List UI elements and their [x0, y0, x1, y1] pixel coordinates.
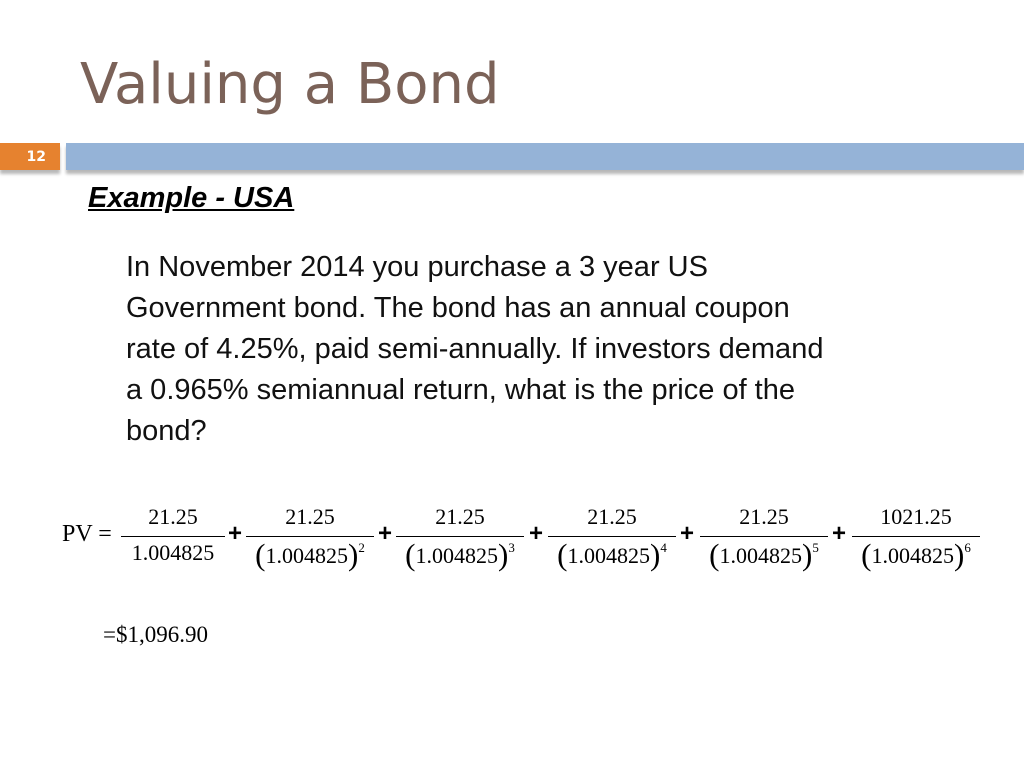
fraction-numerator: 21.25 — [148, 504, 198, 529]
slide-number-badge: 12 — [0, 143, 60, 170]
open-paren: ( — [557, 537, 568, 572]
plus-sign: + — [529, 520, 544, 547]
fraction-term-3: 21.25 (1.004825)3 — [396, 500, 524, 580]
fraction-denominator: (1.004825)3 — [396, 537, 524, 572]
slide-title: Valuing a Bond — [80, 52, 500, 117]
fraction-numerator: 21.25 — [587, 504, 637, 529]
close-paren: ) — [498, 537, 509, 572]
example-heading: Example - USA — [88, 182, 295, 214]
fraction-bar — [852, 536, 980, 537]
open-paren: ( — [405, 537, 416, 572]
open-paren: ( — [709, 537, 720, 572]
plus-sign: + — [680, 520, 695, 547]
pv-label: PV = — [62, 521, 112, 547]
fraction-denominator: (1.004825)2 — [246, 537, 374, 572]
fraction-term-4: 21.25 (1.004825)4 — [548, 500, 676, 580]
fraction-bar — [396, 536, 524, 537]
plus-sign: + — [832, 520, 847, 547]
problem-line: bond? — [126, 415, 207, 447]
slide-number: 12 — [26, 148, 46, 165]
fraction-numerator: 21.25 — [435, 504, 485, 529]
close-paren: ) — [348, 537, 359, 572]
fraction-bar — [121, 536, 225, 537]
plus-sign: + — [228, 520, 243, 547]
close-paren: ) — [802, 537, 813, 572]
fraction-bar — [246, 536, 374, 537]
denominator-base: 1.004825 — [415, 543, 499, 568]
exponent: 5 — [812, 540, 819, 555]
fraction-numerator: 21.25 — [285, 504, 335, 529]
fraction-numerator: 1021.25 — [880, 504, 952, 529]
plus-sign: + — [378, 520, 393, 547]
fraction-denominator: 1.004825 — [121, 540, 225, 566]
fraction-term-1: 21.25 1.004825 — [121, 500, 225, 580]
fraction-term-5: 21.25 (1.004825)5 — [700, 500, 828, 580]
problem-line: a 0.965% semiannual return, what is the … — [126, 374, 795, 406]
problem-line: In November 2014 you purchase a 3 year U… — [126, 251, 708, 283]
close-paren: ) — [650, 537, 661, 572]
pv-equation: PV = 21.25 1.004825 + 21.25 (1.004825)2 … — [60, 500, 1020, 580]
denominator-base: 1.004825 — [719, 543, 803, 568]
fraction-term-6: 1021.25 (1.004825)6 — [852, 500, 980, 580]
problem-line: Government bond. The bond has an annual … — [126, 292, 790, 324]
fraction-bar — [548, 536, 676, 537]
denominator-base: 1.004825 — [131, 540, 215, 565]
problem-line: rate of 4.25%, paid semi-annually. If in… — [126, 333, 824, 365]
fraction-denominator: (1.004825)4 — [548, 537, 676, 572]
close-paren: ) — [954, 537, 965, 572]
exponent: 3 — [508, 540, 515, 555]
exponent: 4 — [660, 540, 667, 555]
fraction-bar — [700, 536, 828, 537]
fraction-denominator: (1.004825)5 — [700, 537, 828, 572]
exponent: 6 — [964, 540, 971, 555]
open-paren: ( — [255, 537, 266, 572]
fraction-denominator: (1.004825)6 — [852, 537, 980, 572]
equation-result: =$1,096.90 — [103, 622, 208, 647]
title-accent-bar — [66, 143, 1024, 170]
open-paren: ( — [861, 537, 872, 572]
exponent: 2 — [358, 540, 365, 555]
denominator-base: 1.004825 — [567, 543, 651, 568]
fraction-numerator: 21.25 — [739, 504, 789, 529]
denominator-base: 1.004825 — [871, 543, 955, 568]
fraction-term-2: 21.25 (1.004825)2 — [246, 500, 374, 580]
problem-statement: In November 2014 you purchase a 3 year U… — [126, 247, 966, 452]
denominator-base: 1.004825 — [265, 543, 349, 568]
